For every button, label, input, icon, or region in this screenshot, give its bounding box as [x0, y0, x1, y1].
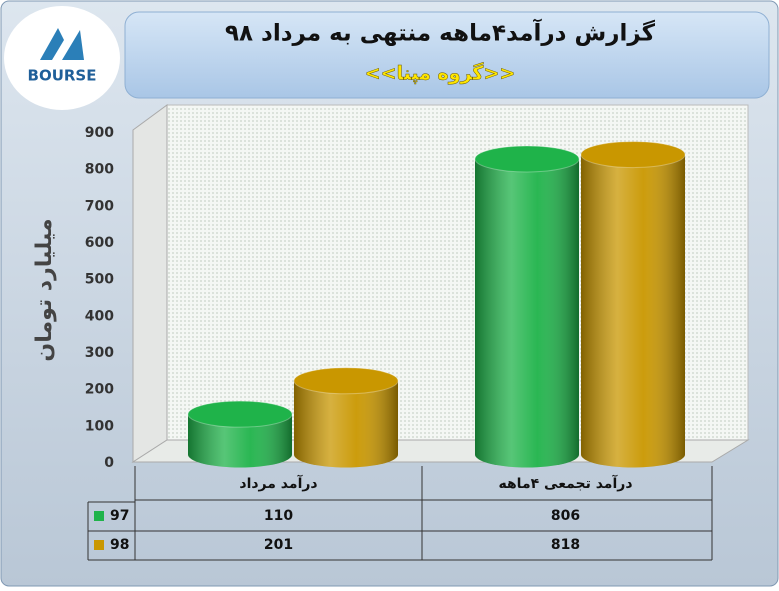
cylinder-shade — [188, 414, 292, 468]
logo-mark — [40, 28, 84, 60]
chart-title: گزارش درآمد۴ماهه منتهی به مرداد ۹۸ — [225, 18, 656, 47]
table-value: 818 — [551, 537, 580, 553]
chart-subtitle: <<گروه مپنا>> — [365, 62, 516, 85]
title-box — [124, 11, 770, 99]
table-value: 110 — [264, 508, 293, 524]
y-axis-title: میلیارد تومان — [32, 218, 57, 361]
x-tick-label: درآمد مرداد — [239, 474, 317, 492]
cylinder-top — [187, 400, 293, 428]
legend-swatch — [94, 511, 104, 521]
table-value: 806 — [551, 508, 580, 524]
cylinder-shade — [581, 154, 685, 468]
y-tick-label: 800 — [85, 162, 114, 178]
y-tick-label: 100 — [85, 418, 114, 434]
cylinder-shade — [475, 158, 579, 468]
y-tick-label: 200 — [85, 382, 114, 398]
y-tick-label: 600 — [85, 235, 114, 251]
legend-label: 97 — [110, 508, 129, 524]
y-tick-label: 900 — [85, 125, 114, 141]
x-tick-label: درآمد تجمعی ۴ماهه — [498, 474, 632, 492]
y-tick-label: 300 — [85, 345, 114, 361]
y-tick-label: 0 — [104, 455, 114, 471]
cylinder-top — [474, 145, 580, 173]
y-tick-label: 400 — [85, 308, 114, 324]
logo-circle — [4, 6, 120, 110]
cylinder-top — [293, 367, 399, 395]
cylinder-top — [580, 141, 686, 169]
y-tick-label: 700 — [85, 198, 114, 214]
legend-swatch — [94, 540, 104, 550]
logo-text: BOURSE — [28, 67, 97, 85]
y-tick-label: 500 — [85, 272, 114, 288]
side-wall — [132, 104, 168, 463]
data-table — [87, 466, 713, 561]
cylinder-shade — [294, 380, 398, 468]
table-value: 201 — [264, 537, 293, 553]
legend-label: 98 — [110, 537, 129, 553]
